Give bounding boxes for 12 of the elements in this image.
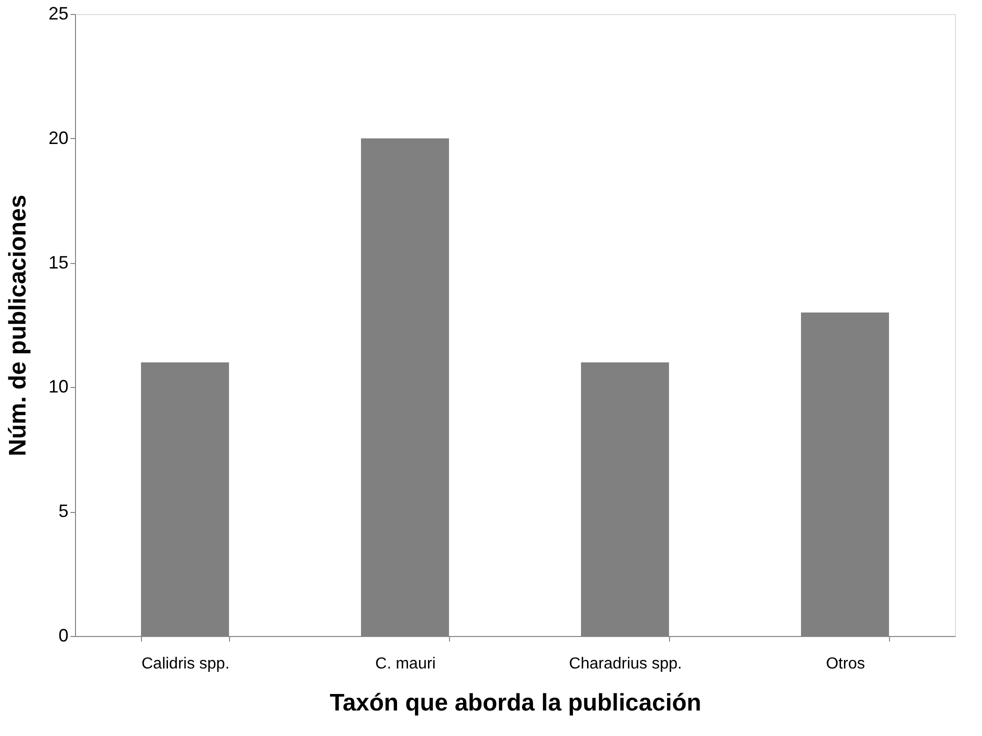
y-tick-label: 10: [48, 376, 68, 397]
x-tick-label: C. mauri: [375, 656, 436, 672]
y-axis-title: Núm. de publicaciones: [4, 194, 32, 456]
x-tick-label: Calidris spp.: [141, 656, 230, 672]
y-tick-label: 25: [48, 4, 68, 24]
y-tick-label: 15: [48, 252, 68, 272]
y-tick-label: 20: [48, 128, 68, 148]
x-tick-label: Otros: [826, 656, 866, 672]
x-axis-title: Taxón que aborda la publicación: [330, 690, 702, 716]
x-tick-label: Charadrius spp.: [569, 656, 682, 672]
y-tick-label: 5: [58, 501, 68, 522]
y-tick-label: 0: [58, 626, 68, 646]
